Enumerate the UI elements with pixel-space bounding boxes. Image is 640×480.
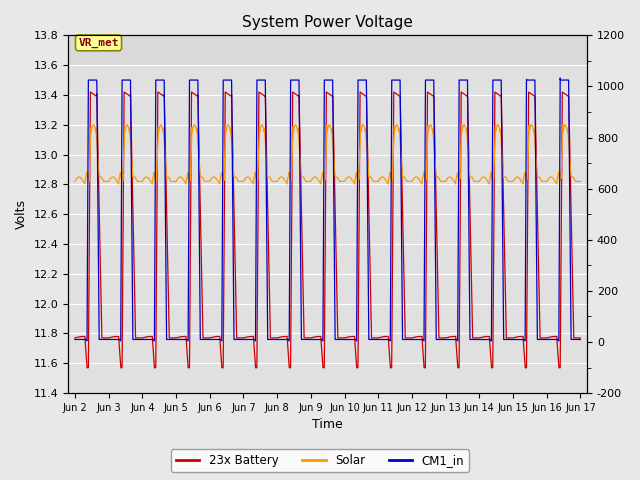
Legend: 23x Battery, Solar, CM1_in: 23x Battery, Solar, CM1_in — [171, 449, 469, 472]
Bar — [68, 36, 587, 65]
Y-axis label: Volts: Volts — [15, 199, 28, 229]
X-axis label: Time: Time — [312, 419, 343, 432]
Title: System Power Voltage: System Power Voltage — [242, 15, 413, 30]
Text: VR_met: VR_met — [78, 38, 119, 48]
